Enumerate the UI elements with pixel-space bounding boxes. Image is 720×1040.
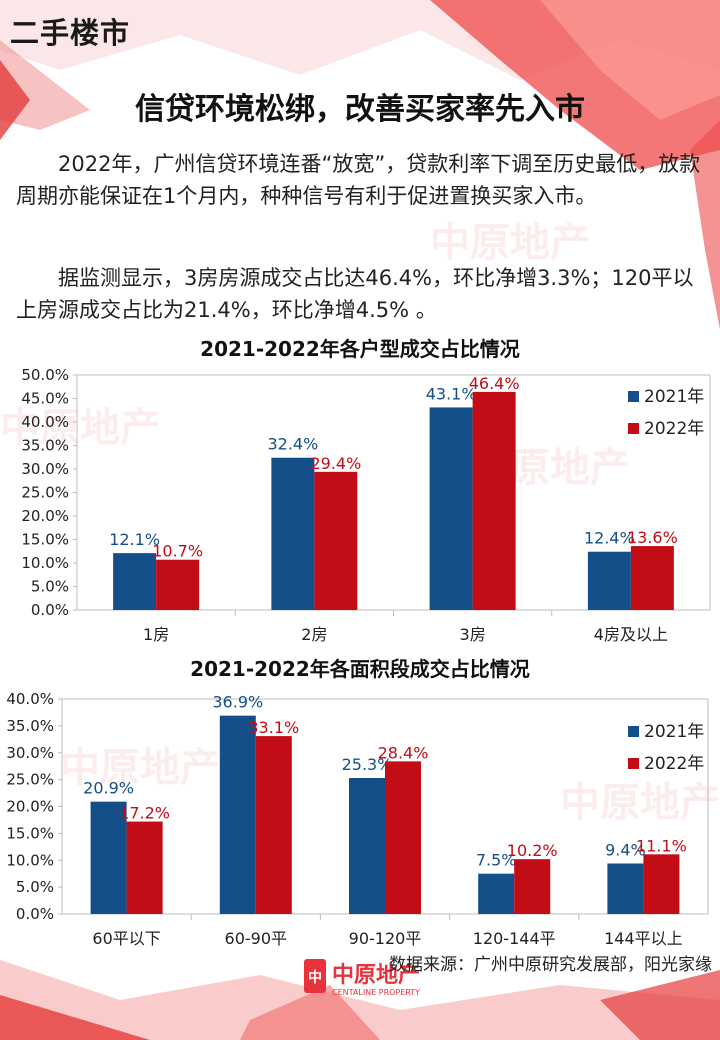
logo-en: CENTALINE PROPERTY <box>332 988 420 997</box>
data-label: 12.4% <box>584 529 635 548</box>
x-category-label: 4房及以上 <box>594 625 668 644</box>
y-tick-label: 15.0% <box>21 531 69 549</box>
centaline-badge-icon <box>304 959 326 993</box>
legend-swatch <box>628 726 639 737</box>
bar-2021 <box>113 553 157 610</box>
y-tick-label: 40.0% <box>6 690 54 708</box>
y-tick-label: 25.0% <box>6 771 54 789</box>
bar-2022 <box>630 546 674 610</box>
y-tick-label: 5.0% <box>16 878 54 896</box>
data-label: 13.6% <box>627 528 678 547</box>
data-label: 11.1% <box>636 836 687 855</box>
x-category-label: 90-120平 <box>349 929 422 948</box>
legend-swatch <box>628 391 639 402</box>
bar-2022 <box>156 559 200 610</box>
watermark: 中原地产 <box>60 745 220 791</box>
chart-title: 2021-2022年各户型成交占比情况 <box>200 337 520 361</box>
chart-title: 2021-2022年各面积段成交占比情况 <box>190 657 530 681</box>
data-label: 20.9% <box>83 779 134 798</box>
bar-2021 <box>587 551 631 610</box>
bar-2022 <box>314 471 358 610</box>
paragraph-1: 2022年，广州信贷环境连番“放宽”，贷款利率下调至历史最低，放款周期亦能保证在… <box>16 152 701 208</box>
y-tick-label: 40.0% <box>21 413 69 431</box>
data-label: 28.4% <box>378 743 429 762</box>
x-category-label: 60平以下 <box>92 929 160 948</box>
x-category-label: 144平以上 <box>604 929 683 948</box>
y-tick-label: 25.0% <box>21 484 69 502</box>
logo-cn: 中原地产 <box>332 963 420 988</box>
headline: 信贷环境松绑，改善买家率先入市 <box>135 92 585 127</box>
y-tick-label: 35.0% <box>6 717 54 735</box>
watermark: 中原地产 <box>0 405 160 451</box>
legend-swatch <box>628 758 639 769</box>
data-label: 9.4% <box>605 840 646 859</box>
x-category-label: 120-144平 <box>473 929 556 948</box>
bar-2021 <box>219 715 256 914</box>
x-category-label: 1房 <box>143 625 169 644</box>
bar-2022 <box>472 391 516 610</box>
y-tick-label: 45.0% <box>21 390 69 408</box>
data-label: 10.2% <box>507 841 558 860</box>
y-tick-label: 20.0% <box>21 507 69 525</box>
room-type-bar-chart: 2021-2022年各户型成交占比情况 0.0% 5.0% 10.0% 15.0% 20.… <box>21 337 711 644</box>
bar-2021 <box>271 457 315 610</box>
section-tag: 二手楼市 <box>10 16 131 50</box>
y-tick-label: 5.0% <box>31 578 69 596</box>
watermark: 中原地产 <box>430 220 590 266</box>
data-label: 43.1% <box>426 384 477 403</box>
watermark: 中原地产 <box>560 780 720 826</box>
bar-2022 <box>643 854 680 914</box>
y-tick-label: 35.0% <box>21 437 69 455</box>
area-range-bar-chart: 2021-2022年各面积段成交占比情况 0.0% 5.0% 10.0% 15.0% 20… <box>6 657 709 948</box>
bar-2022 <box>385 761 421 914</box>
y-tick-label: 15.0% <box>6 824 54 842</box>
legend-entry: 2022年 <box>644 419 704 439</box>
bar-2021 <box>607 863 644 914</box>
x-category-label: 2房 <box>301 625 327 644</box>
bar-2021 <box>349 778 385 914</box>
y-tick-label: 10.0% <box>21 554 69 572</box>
bar-2022 <box>255 736 292 914</box>
bar-2021 <box>90 801 127 914</box>
bar-2022 <box>514 859 551 914</box>
x-category-label: 3房 <box>460 625 486 644</box>
data-label: 33.1% <box>248 718 299 737</box>
bar-2022 <box>126 821 163 914</box>
paragraph-2: 据监测显示，3房房源成交占比达46.4%，环比净增3.3%；120平以上房源成交… <box>16 266 694 322</box>
legend-entry: 2022年 <box>644 754 704 774</box>
bar-2021 <box>478 873 515 914</box>
bar-2021 <box>429 407 473 610</box>
legend-entry: 2021年 <box>644 722 704 742</box>
x-category-label: 60-90平 <box>225 929 288 948</box>
y-tick-label: 0.0% <box>31 601 69 619</box>
y-tick-label: 30.0% <box>6 744 54 762</box>
legend-swatch <box>628 423 639 434</box>
data-label: 36.9% <box>212 693 263 712</box>
data-label: 10.7% <box>152 542 203 561</box>
legend-entry: 2021年 <box>644 387 704 407</box>
y-tick-label: 50.0% <box>21 366 69 384</box>
data-label: 29.4% <box>310 454 361 473</box>
data-label: 7.5% <box>476 851 517 870</box>
y-tick-label: 10.0% <box>6 851 54 869</box>
svg-text:中: 中 <box>308 969 322 986</box>
y-tick-label: 20.0% <box>6 798 54 816</box>
data-label: 46.4% <box>469 374 520 393</box>
data-source: 数据来源：广州中原研究发展部，阳光家缘 <box>389 955 712 975</box>
data-label: 12.1% <box>109 530 160 549</box>
data-label: 32.4% <box>267 435 318 454</box>
data-label: 17.2% <box>119 804 170 823</box>
data-label: 25.3% <box>342 755 393 774</box>
centaline-logo: 中 中原地产 CENTALINE PROPERTY <box>304 959 420 997</box>
y-tick-label: 30.0% <box>21 460 69 478</box>
y-tick-label: 0.0% <box>16 905 54 923</box>
